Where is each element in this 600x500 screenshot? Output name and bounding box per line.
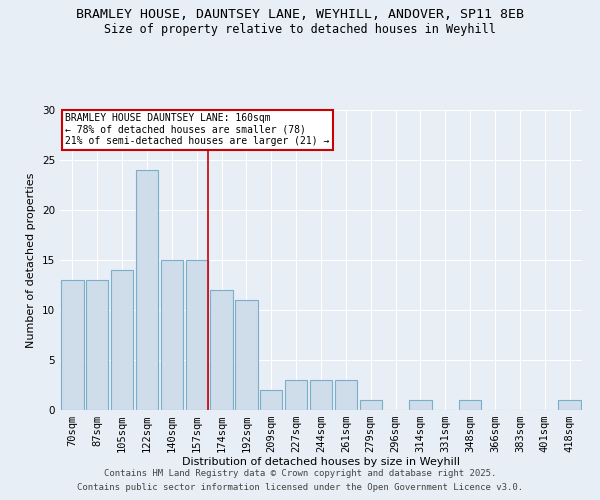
Bar [559, 400, 581, 410]
Text: Size of property relative to detached houses in Weyhill: Size of property relative to detached ho… [104, 22, 496, 36]
Bar [61, 280, 83, 410]
Bar [161, 260, 183, 410]
Bar [235, 300, 257, 410]
Bar [285, 380, 307, 410]
Text: Contains public sector information licensed under the Open Government Licence v3: Contains public sector information licen… [77, 484, 523, 492]
Bar [185, 260, 208, 410]
Bar [335, 380, 357, 410]
Bar [211, 290, 233, 410]
Bar [86, 280, 109, 410]
Bar [260, 390, 283, 410]
Text: Contains HM Land Registry data © Crown copyright and database right 2025.: Contains HM Land Registry data © Crown c… [104, 468, 496, 477]
Bar [409, 400, 431, 410]
Bar [459, 400, 481, 410]
Bar [136, 170, 158, 410]
Bar [359, 400, 382, 410]
Text: BRAMLEY HOUSE, DAUNTSEY LANE, WEYHILL, ANDOVER, SP11 8EB: BRAMLEY HOUSE, DAUNTSEY LANE, WEYHILL, A… [76, 8, 524, 20]
Text: BRAMLEY HOUSE DAUNTSEY LANE: 160sqm
← 78% of detached houses are smaller (78)
21: BRAMLEY HOUSE DAUNTSEY LANE: 160sqm ← 78… [65, 113, 329, 146]
Y-axis label: Number of detached properties: Number of detached properties [26, 172, 37, 348]
Bar [310, 380, 332, 410]
Bar [111, 270, 133, 410]
X-axis label: Distribution of detached houses by size in Weyhill: Distribution of detached houses by size … [182, 456, 460, 466]
